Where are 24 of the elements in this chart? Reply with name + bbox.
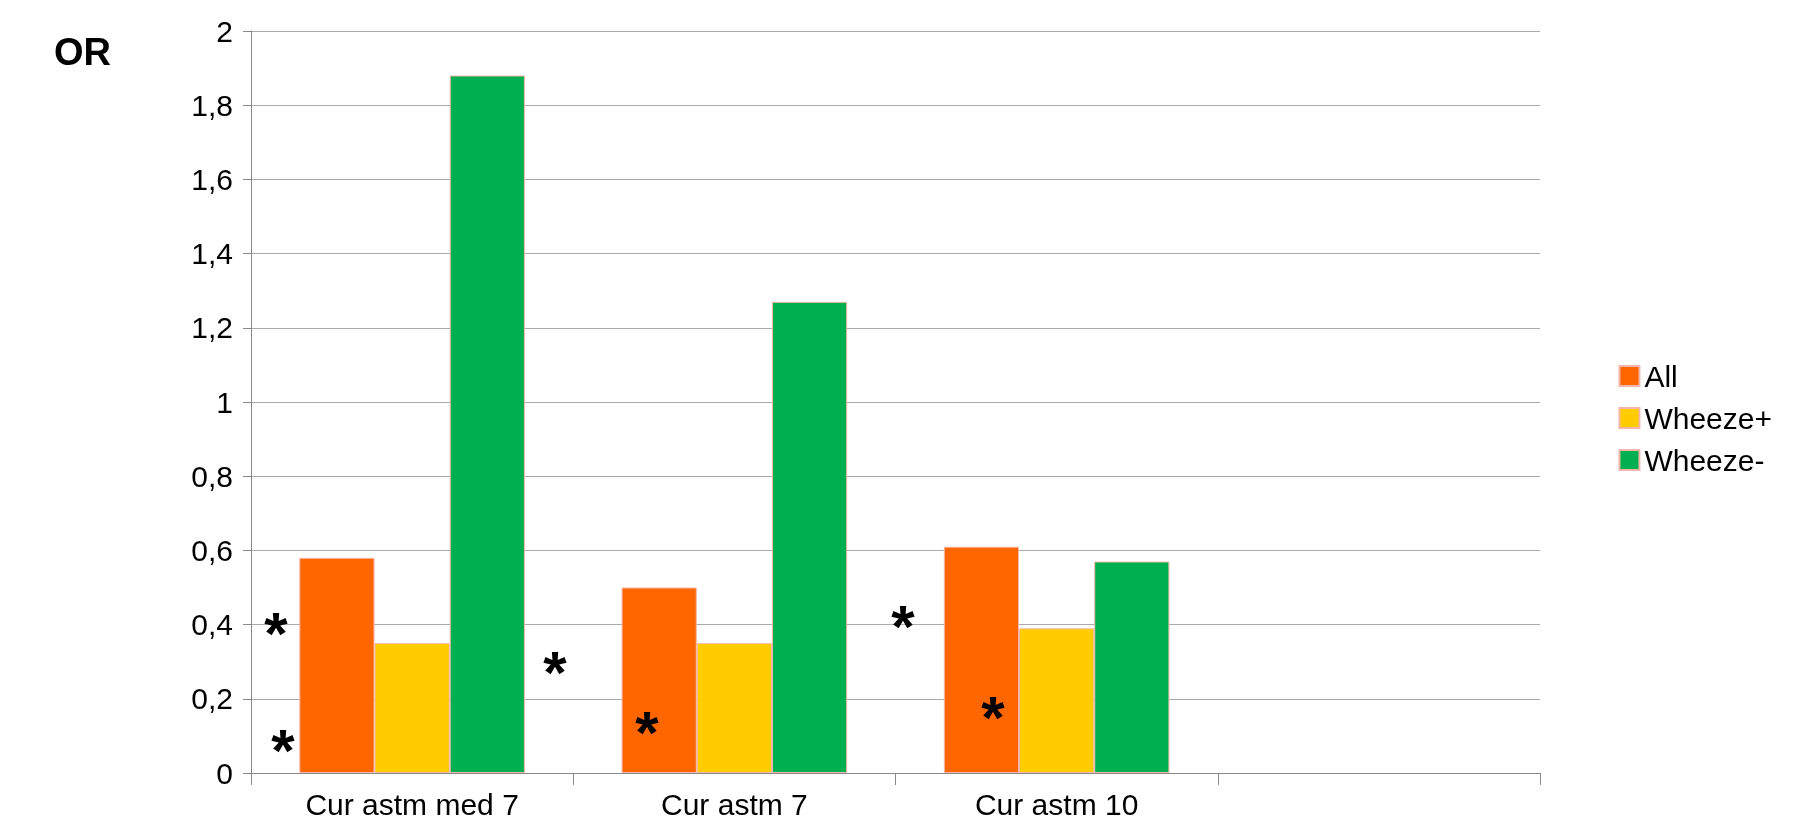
annotation: *	[981, 683, 1006, 751]
annotation: *	[264, 599, 289, 667]
y-tick-label: 1	[216, 385, 233, 419]
annotation: *	[891, 592, 916, 660]
annotation: *	[635, 698, 660, 766]
legend-label: Wheeze-	[1644, 443, 1765, 477]
y-tick-label: 0	[216, 756, 233, 790]
legend-label: All	[1644, 359, 1678, 393]
annotation: *	[543, 638, 568, 706]
x-tick-label: Cur astm 10	[974, 787, 1139, 821]
y-tick-label: 2	[216, 14, 233, 48]
y-tick-label: 1,2	[191, 311, 233, 345]
y-tick-label: 0,8	[191, 459, 233, 493]
annotation: *	[271, 716, 296, 784]
x-tick-label: Cur astm med 7	[305, 787, 519, 821]
y-tick-label: 1,4	[191, 237, 233, 271]
y-tick-label: 0,2	[191, 682, 233, 716]
y-tick-label: 0,4	[191, 608, 233, 642]
y-tick-label: 0,6	[191, 533, 233, 567]
y-axis-title: OR	[54, 31, 111, 73]
y-tick-label: 1,6	[191, 162, 233, 196]
y-tick-label: 1,8	[191, 88, 233, 122]
x-tick-label: Cur astm 7	[661, 787, 808, 821]
legend-label: Wheeze+	[1644, 401, 1772, 435]
